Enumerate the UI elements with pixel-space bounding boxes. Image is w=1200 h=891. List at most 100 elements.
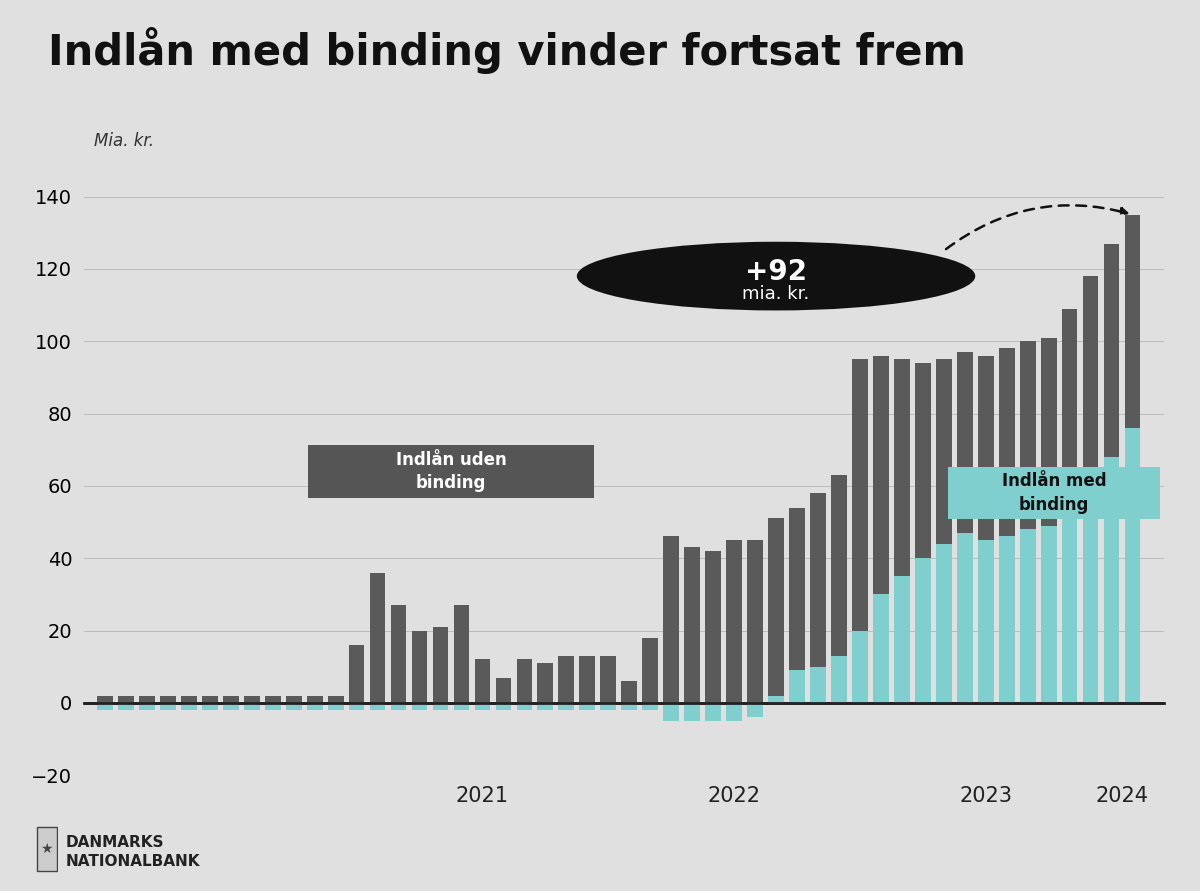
Bar <box>139 703 155 710</box>
Bar <box>706 703 721 721</box>
Bar <box>1082 478 1098 703</box>
Bar <box>412 703 427 710</box>
Bar <box>1040 526 1056 703</box>
Bar <box>474 703 491 710</box>
Bar <box>118 703 134 710</box>
Bar <box>748 703 763 717</box>
Bar <box>97 703 113 710</box>
Bar <box>726 703 742 721</box>
Bar <box>286 696 301 703</box>
Bar <box>370 703 385 710</box>
Bar <box>160 696 175 703</box>
Bar <box>914 558 931 703</box>
Bar <box>726 540 742 703</box>
Bar <box>118 696 134 703</box>
Text: 2021: 2021 <box>456 786 509 806</box>
Bar <box>370 573 385 703</box>
Bar <box>265 703 281 710</box>
Bar <box>642 703 658 710</box>
Bar <box>1082 276 1098 478</box>
Circle shape <box>577 241 976 310</box>
Bar <box>433 627 449 703</box>
Bar <box>181 696 197 703</box>
Bar <box>936 359 952 544</box>
Bar <box>538 703 553 710</box>
Text: 2023: 2023 <box>959 786 1013 806</box>
Text: 2022: 2022 <box>708 786 761 806</box>
Bar <box>684 547 700 703</box>
Bar <box>936 544 952 703</box>
FancyBboxPatch shape <box>308 445 594 498</box>
Bar <box>664 536 679 703</box>
Bar <box>622 681 637 703</box>
Bar <box>433 703 449 710</box>
Bar <box>852 631 868 703</box>
Bar <box>558 656 574 703</box>
Bar <box>832 475 847 656</box>
Bar <box>600 703 616 710</box>
Bar <box>748 540 763 703</box>
Bar <box>454 703 469 710</box>
Bar <box>202 696 217 703</box>
Bar <box>244 696 259 703</box>
Bar <box>874 356 889 594</box>
Bar <box>223 703 239 710</box>
Text: 2024: 2024 <box>1096 786 1148 806</box>
Bar <box>622 703 637 710</box>
Bar <box>181 703 197 710</box>
Text: ★: ★ <box>41 842 53 855</box>
Bar <box>160 703 175 710</box>
Bar <box>832 656 847 703</box>
Bar <box>978 540 994 703</box>
Bar <box>1104 243 1120 457</box>
Text: DANMARKS
NATIONALBANK: DANMARKS NATIONALBANK <box>66 835 200 869</box>
Bar <box>538 663 553 703</box>
Bar <box>768 696 784 703</box>
Bar <box>1124 215 1140 428</box>
Text: mia. kr.: mia. kr. <box>743 285 810 303</box>
Bar <box>1020 341 1036 529</box>
Bar <box>956 352 973 533</box>
Bar <box>580 703 595 710</box>
Bar <box>202 703 217 710</box>
Bar <box>558 703 574 710</box>
Bar <box>810 666 826 703</box>
Bar <box>516 659 533 703</box>
Bar <box>998 348 1014 536</box>
Text: Mia. kr.: Mia. kr. <box>95 132 155 150</box>
Bar <box>244 703 259 710</box>
Bar <box>454 605 469 703</box>
Bar <box>1020 529 1036 703</box>
Bar <box>139 696 155 703</box>
Bar <box>349 703 365 710</box>
Bar <box>391 605 407 703</box>
Bar <box>307 703 323 710</box>
Bar <box>706 551 721 703</box>
Bar <box>978 356 994 540</box>
Bar <box>768 519 784 696</box>
Bar <box>914 363 931 558</box>
Bar <box>412 631 427 703</box>
Text: +92: +92 <box>745 258 808 287</box>
Text: Indlån med
binding: Indlån med binding <box>1002 472 1106 514</box>
Bar <box>580 656 595 703</box>
Bar <box>852 359 868 631</box>
FancyBboxPatch shape <box>948 467 1160 519</box>
Bar <box>810 493 826 666</box>
Bar <box>349 645 365 703</box>
Text: Indlån med binding vinder fortsat frem: Indlån med binding vinder fortsat frem <box>48 27 966 74</box>
Bar <box>998 536 1014 703</box>
Bar <box>328 696 343 703</box>
Bar <box>1062 504 1078 703</box>
Bar <box>474 659 491 703</box>
Bar <box>391 703 407 710</box>
Bar <box>1062 308 1078 504</box>
Bar <box>496 703 511 710</box>
Bar <box>684 703 700 721</box>
Bar <box>328 703 343 710</box>
Bar <box>1040 338 1056 526</box>
Bar <box>223 696 239 703</box>
Bar <box>894 359 910 576</box>
Bar <box>307 696 323 703</box>
Bar <box>790 670 805 703</box>
